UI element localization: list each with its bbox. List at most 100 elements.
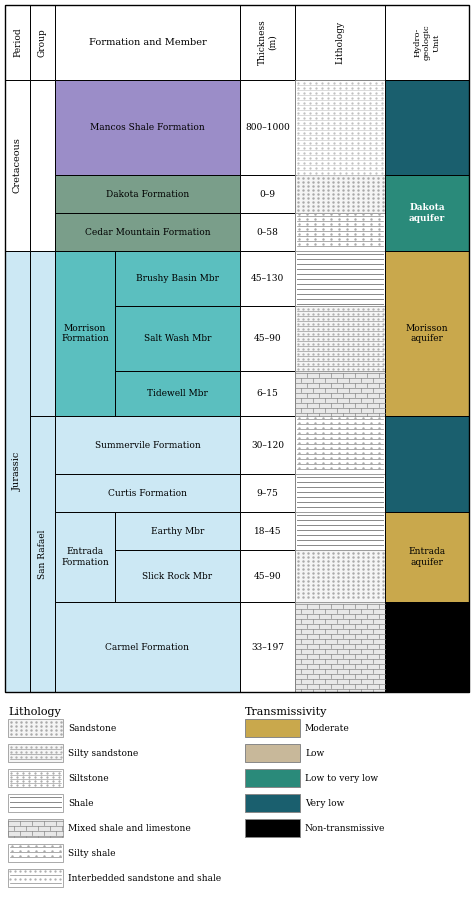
Text: 18–45: 18–45: [254, 526, 281, 536]
Text: Tidewell Mbr: Tidewell Mbr: [147, 389, 208, 398]
Text: Non-transmissive: Non-transmissive: [305, 823, 385, 833]
Text: Entrada
Formation: Entrada Formation: [61, 548, 109, 567]
Text: Low: Low: [305, 749, 324, 758]
Bar: [30, 80, 55, 251]
Bar: [55, 5, 240, 80]
Bar: [385, 5, 469, 80]
Text: Mancos Shale Formation: Mancos Shale Formation: [90, 123, 205, 132]
Bar: [8, 794, 63, 812]
Bar: [295, 602, 385, 692]
Text: 9–75: 9–75: [256, 489, 278, 498]
Bar: [30, 5, 55, 80]
Bar: [8, 869, 63, 887]
Bar: [55, 213, 240, 251]
Bar: [295, 306, 385, 371]
Bar: [295, 512, 385, 550]
Text: 6–15: 6–15: [256, 389, 278, 398]
Bar: [30, 251, 55, 416]
Bar: [245, 769, 300, 787]
Bar: [240, 602, 295, 692]
Bar: [240, 175, 295, 213]
Bar: [8, 719, 63, 737]
Text: San Rafael: San Rafael: [38, 529, 47, 579]
Text: 45–130: 45–130: [251, 274, 284, 283]
Text: Moderate: Moderate: [305, 724, 350, 732]
Text: Period: Period: [13, 28, 22, 57]
Bar: [295, 213, 385, 251]
Bar: [55, 602, 240, 692]
Bar: [295, 5, 385, 80]
Text: Low to very low: Low to very low: [305, 774, 378, 783]
Bar: [385, 512, 469, 602]
Text: 45–90: 45–90: [254, 572, 281, 581]
Bar: [5, 5, 469, 692]
Text: Entrada
aquifer: Entrada aquifer: [409, 548, 446, 567]
Bar: [115, 550, 240, 602]
Bar: [245, 819, 300, 837]
Text: Carmel Formation: Carmel Formation: [106, 643, 190, 652]
Bar: [5, 80, 30, 251]
Bar: [385, 80, 469, 175]
Bar: [240, 251, 295, 306]
Bar: [385, 602, 469, 692]
Text: Shale: Shale: [68, 798, 93, 808]
Bar: [8, 819, 63, 837]
Text: Siltstone: Siltstone: [68, 774, 109, 783]
Text: Dakota
aquifer: Dakota aquifer: [409, 203, 445, 223]
Text: Earthy Mbr: Earthy Mbr: [151, 526, 204, 536]
Text: Salt Wash Mbr: Salt Wash Mbr: [144, 334, 211, 343]
Text: Cedar Mountain Formation: Cedar Mountain Formation: [85, 228, 210, 237]
Text: Morisson
aquifer: Morisson aquifer: [406, 324, 448, 343]
Text: Jurassic: Jurassic: [13, 452, 22, 491]
Text: 0–58: 0–58: [256, 228, 278, 237]
Text: 30–120: 30–120: [251, 441, 284, 450]
Bar: [115, 251, 240, 306]
Bar: [245, 719, 300, 737]
Bar: [8, 844, 63, 862]
Bar: [55, 416, 240, 474]
Text: Transmissivity: Transmissivity: [245, 707, 328, 717]
Bar: [55, 175, 240, 213]
Text: Brushy Basin Mbr: Brushy Basin Mbr: [136, 274, 219, 283]
Bar: [295, 251, 385, 306]
Text: Mixed shale and limestone: Mixed shale and limestone: [68, 823, 191, 833]
Text: Interbedded sandstone and shale: Interbedded sandstone and shale: [68, 873, 221, 882]
Bar: [240, 416, 295, 474]
Bar: [245, 794, 300, 812]
Bar: [8, 769, 63, 787]
Text: Slick Rock Mbr: Slick Rock Mbr: [143, 572, 212, 581]
Bar: [240, 213, 295, 251]
Bar: [55, 474, 240, 512]
Text: Very low: Very low: [305, 798, 345, 808]
Bar: [295, 80, 385, 175]
Bar: [295, 416, 385, 474]
Bar: [240, 512, 295, 550]
Bar: [240, 550, 295, 602]
Bar: [55, 251, 115, 416]
Bar: [115, 371, 240, 416]
Bar: [385, 251, 469, 416]
Text: Dakota Formation: Dakota Formation: [106, 190, 189, 198]
Bar: [240, 80, 295, 175]
Text: Morrison
Formation: Morrison Formation: [61, 324, 109, 343]
Bar: [295, 474, 385, 512]
Bar: [30, 416, 55, 692]
Bar: [115, 306, 240, 371]
Bar: [295, 175, 385, 213]
Text: Curtis Formation: Curtis Formation: [108, 489, 187, 498]
Text: Hydro-
geologic
Unit: Hydro- geologic Unit: [414, 25, 440, 60]
Bar: [385, 175, 469, 251]
Bar: [55, 512, 115, 602]
Text: Silty shale: Silty shale: [68, 848, 116, 857]
Text: 0–9: 0–9: [259, 190, 275, 198]
Bar: [295, 550, 385, 602]
Text: 800–1000: 800–1000: [245, 123, 290, 132]
Text: Lithology: Lithology: [336, 21, 345, 64]
Text: 33–197: 33–197: [251, 643, 284, 652]
Bar: [115, 512, 240, 550]
Bar: [240, 5, 295, 80]
Bar: [240, 474, 295, 512]
Text: Cretaceous: Cretaceous: [13, 137, 22, 194]
Bar: [240, 306, 295, 371]
Bar: [55, 80, 240, 175]
